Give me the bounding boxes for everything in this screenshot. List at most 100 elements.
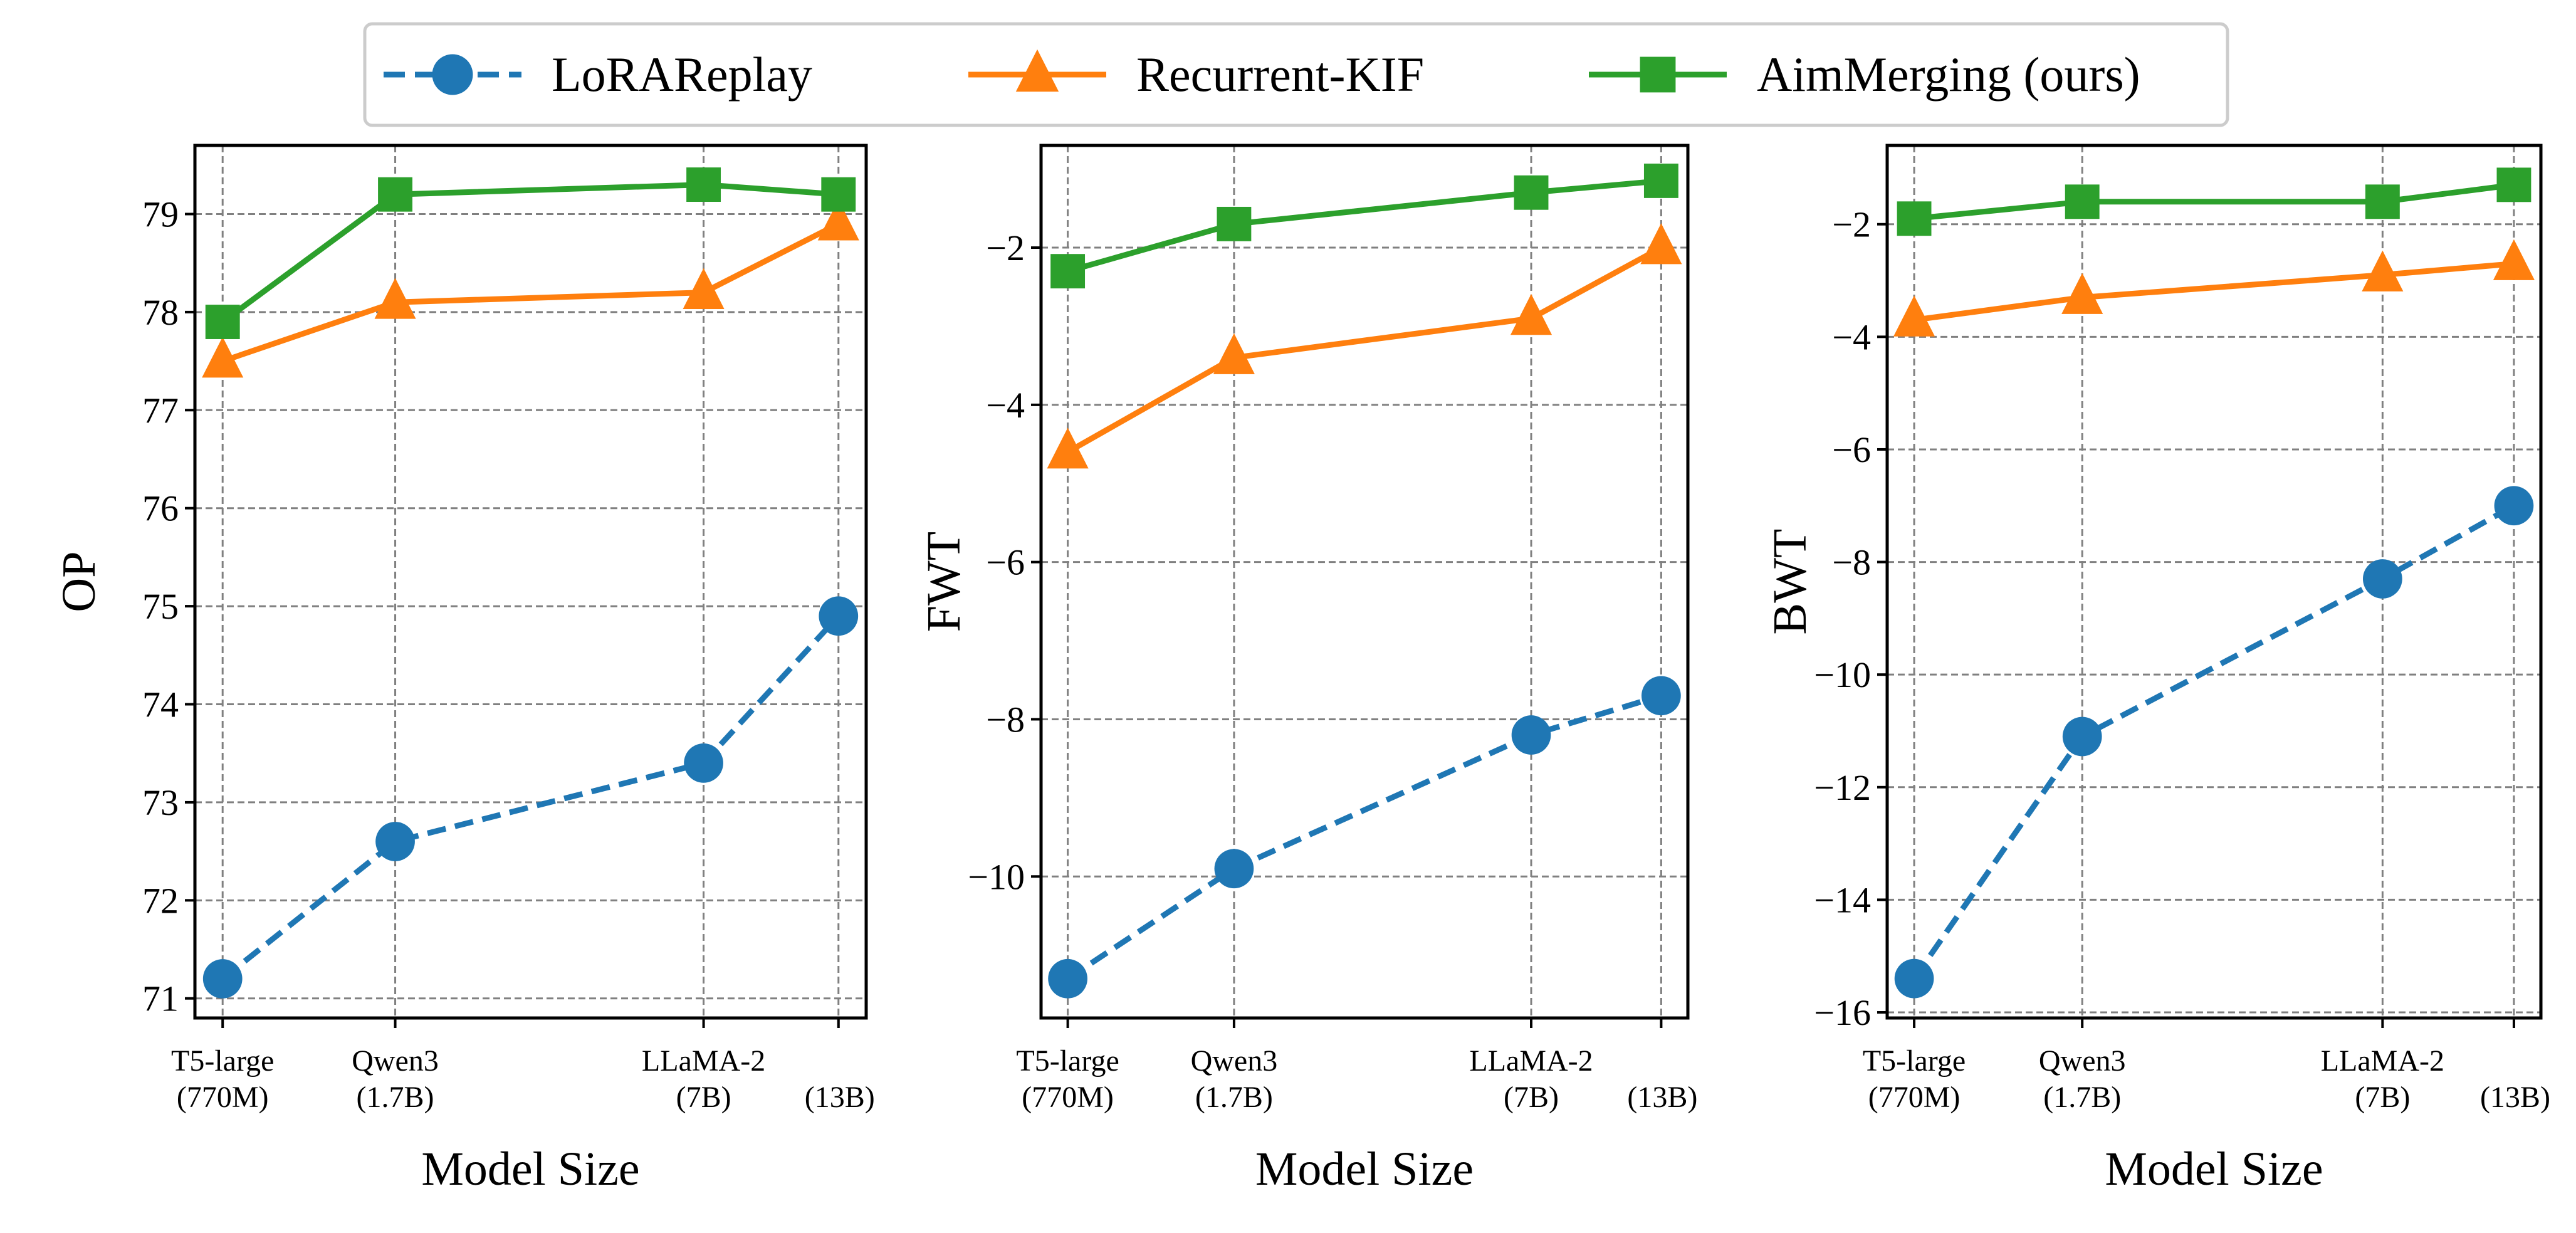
x-tick-label: LLaMA-2 (7B) <box>1469 1044 1593 1114</box>
data-point <box>205 305 240 339</box>
legend-label: Recurrent-KIF <box>1136 47 1424 102</box>
x-tick-label-line: (770M) <box>1022 1081 1114 1114</box>
x-tick-label-line: T5-large <box>171 1044 274 1078</box>
y-tick-label: −12 <box>1814 767 1871 808</box>
data-point <box>202 337 244 378</box>
x-tick-label-line: (1.7B) <box>357 1081 434 1114</box>
grid <box>1887 145 2541 1018</box>
x-tick-label-line: (1.7B) <box>2043 1081 2121 1114</box>
y-tick-label: 76 <box>142 488 179 529</box>
x-tick-label-line: (7B) <box>1504 1081 1559 1114</box>
x-axis-title: Model Size <box>421 1143 639 1195</box>
data-point <box>1641 676 1681 716</box>
data-point <box>1217 206 1252 241</box>
data-point <box>1047 428 1089 469</box>
data-point <box>1894 958 1934 999</box>
x-tick-label-line: LLaMA-2 <box>642 1044 765 1078</box>
chart-panel-op: 71 72 73 74 75 76 77 78 79 T5-large (770M) Qwen3 (1.… <box>53 144 875 1195</box>
series-aimmerging-ours <box>205 167 856 339</box>
axes-frame <box>1039 144 1690 1020</box>
series-line <box>221 221 840 364</box>
data-point <box>375 822 415 861</box>
grid <box>1041 145 1688 1018</box>
series-lorareplay <box>1048 676 1681 999</box>
data-point <box>1511 715 1551 755</box>
series-line <box>1914 261 2515 323</box>
data-point <box>684 743 723 783</box>
data-point <box>686 167 721 202</box>
data-point <box>1050 254 1086 289</box>
y-axis-title: BWT <box>1764 529 1816 635</box>
y-tick-label: −4 <box>1832 317 1871 357</box>
data-point <box>819 596 859 636</box>
x-axis: T5-large (770M) Qwen3 (1.7B) LLaMA-2 (7B) (13B… <box>171 1018 875 1114</box>
x-tick-label: (13B) <box>1627 1081 1697 1114</box>
data-point <box>1514 175 1549 210</box>
series-line <box>1067 177 1662 274</box>
y-tick-label: −8 <box>986 699 1025 740</box>
x-tick-label: LLaMA-2 (7B) <box>642 1044 765 1114</box>
data-point <box>2061 273 2103 314</box>
x-tick-label-line: (13B) <box>805 1081 875 1114</box>
axes-frame <box>1885 144 2543 1020</box>
y-tick-label: 74 <box>142 685 179 725</box>
legend-item-recurrent-kif: Recurrent-KIF <box>968 47 1424 102</box>
y-tick-label: −16 <box>1814 992 1871 1033</box>
legend-label: AimMerging (ours) <box>1757 47 2140 102</box>
data-point <box>817 199 859 241</box>
x-axis-title: Model Size <box>2105 1143 2323 1195</box>
x-tick-label: T5-large (770M) <box>1863 1044 1966 1114</box>
x-tick-label: Qwen3 (1.7B) <box>1191 1044 1278 1114</box>
series-line <box>1066 693 1662 982</box>
y-tick-label: −14 <box>1814 879 1871 920</box>
y-axis: −16 −14 −12 −10 −8 −6 −4 −2 <box>1814 204 1887 1033</box>
data-point <box>1897 201 1932 236</box>
x-axis: T5-large (770M) Qwen3 (1.7B) LLaMA-2 (7B) (13B… <box>1016 1018 1697 1114</box>
x-tick-label: (13B) <box>2480 1081 2550 1114</box>
data-point <box>2065 184 2100 219</box>
data-point <box>1214 849 1254 889</box>
x-tick-label: (13B) <box>805 1081 875 1114</box>
series-line <box>1914 182 2515 222</box>
x-tick-label-line: (7B) <box>676 1081 731 1114</box>
x-tick-label-line: (770M) <box>1868 1081 1961 1114</box>
x-axis: T5-large (770M) Qwen3 (1.7B) LLaMA-2 (7B) (13B… <box>1863 1018 2550 1114</box>
data-point <box>683 268 725 309</box>
data-point <box>2494 486 2534 526</box>
y-tick-label: 77 <box>142 390 179 431</box>
y-tick-label: −8 <box>1832 542 1871 583</box>
x-tick-label-line: (770M) <box>177 1081 269 1114</box>
y-tick-label: −6 <box>986 542 1025 583</box>
x-tick-label-line: T5-large <box>1016 1044 1119 1078</box>
x-tick-label: LLaMA-2 (7B) <box>2321 1044 2444 1114</box>
series-aimmerging-ours <box>1050 163 1678 289</box>
x-tick-label-line: LLaMA-2 <box>1469 1044 1593 1078</box>
x-tick-label-line: Qwen3 <box>1191 1044 1278 1078</box>
y-tick-label: −10 <box>1814 654 1871 695</box>
x-tick-label-line: (7B) <box>2355 1081 2410 1114</box>
x-tick-label-line: T5-large <box>1863 1044 1966 1078</box>
y-axis-title: FWT <box>918 532 970 632</box>
legend-item-lorareplay: LoRAReplay <box>384 47 812 102</box>
data-point <box>1893 295 1935 337</box>
legend-marker <box>432 54 473 95</box>
y-tick-label: 72 <box>142 880 179 921</box>
legend-label: LoRAReplay <box>552 47 812 102</box>
data-point <box>2362 559 2402 599</box>
series-lorareplay <box>202 596 859 999</box>
x-tick-label: Qwen3 (1.7B) <box>2039 1044 2126 1114</box>
legend-marker <box>1015 49 1059 92</box>
y-tick-label: −2 <box>986 228 1025 268</box>
series-line <box>221 182 839 325</box>
data-point <box>2062 716 2102 757</box>
data-point <box>1640 223 1682 265</box>
y-axis: −10 −8 −6 −4 −2 <box>968 228 1041 897</box>
chart-panel-fwt: −10 −8 −6 −4 −2 T5-large (770M) Qwen3 (1.7B) LLaM… <box>918 144 1697 1195</box>
y-tick-label: −4 <box>986 385 1025 426</box>
y-tick-label: 73 <box>142 782 179 823</box>
series-recurrent-kif <box>202 199 859 378</box>
data-point <box>1510 294 1552 335</box>
x-tick-label-line: (1.7B) <box>1195 1081 1273 1114</box>
